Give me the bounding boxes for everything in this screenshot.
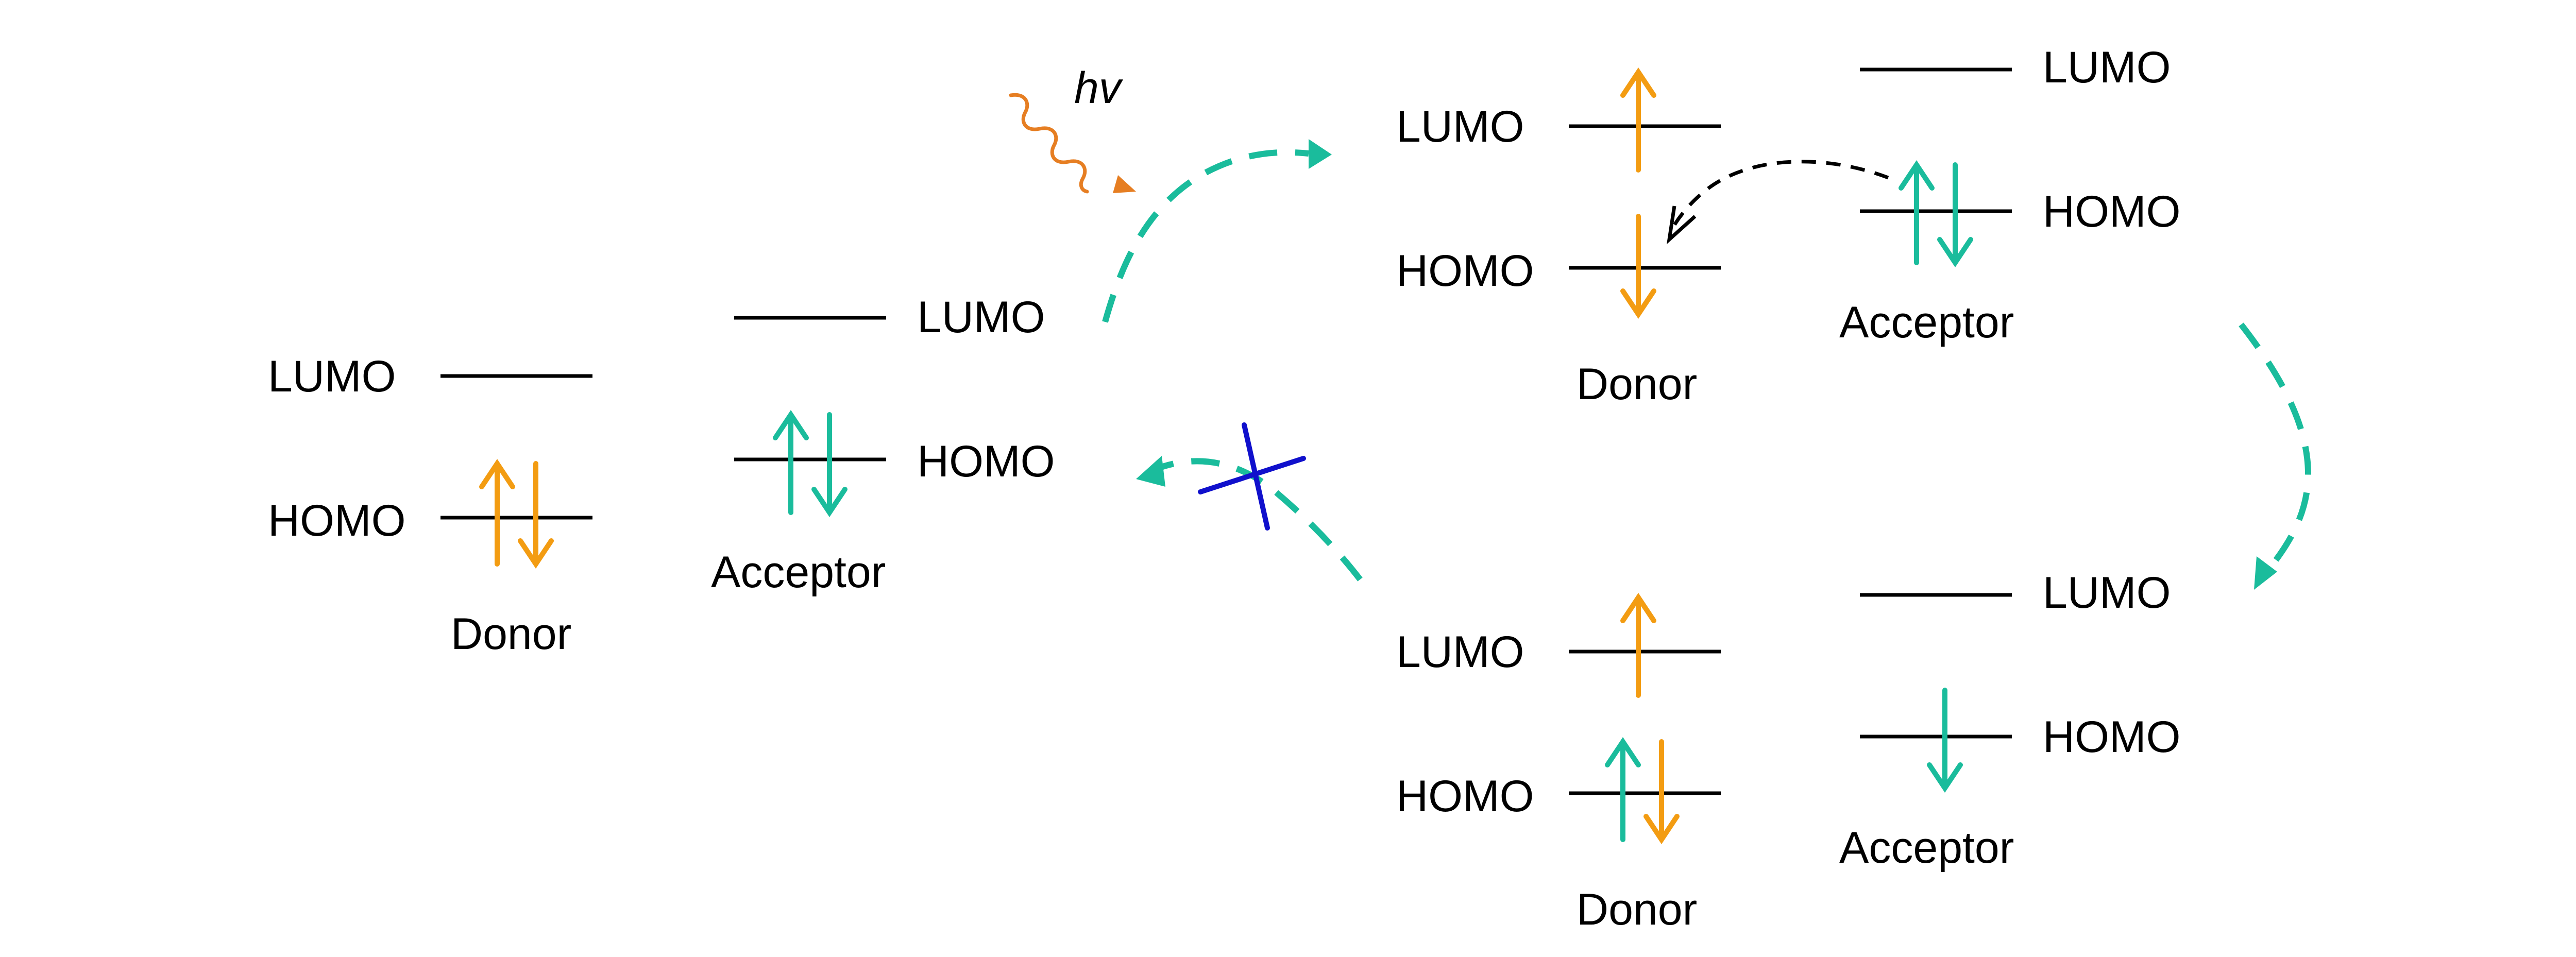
donor-homo-electron-pair bbox=[1605, 737, 1680, 845]
acceptor-homo-electron-pair bbox=[773, 409, 848, 518]
electron-down-arrowhead bbox=[1927, 762, 1963, 793]
electron-down-arrowhead bbox=[811, 487, 848, 518]
hole-transfer-arrow bbox=[1670, 160, 1889, 230]
acceptor-homo-label: HOMO bbox=[2043, 187, 2181, 236]
electron-up-arrowhead bbox=[1620, 67, 1656, 98]
photon-arrowhead bbox=[1113, 175, 1136, 193]
excitation-arrow bbox=[1102, 149, 1309, 323]
charge-separation-arrowhead bbox=[2254, 556, 2277, 590]
hole-transfer-arrowhead bbox=[1667, 206, 1697, 245]
donor-final: LUMO HOMO Donor bbox=[1396, 592, 1721, 934]
donor-homo-electron-pair bbox=[479, 458, 554, 569]
donor-homo-label: HOMO bbox=[1396, 246, 1534, 296]
blocked-cross-icon bbox=[1198, 422, 1306, 531]
electron-up-arrowhead bbox=[1620, 592, 1656, 623]
panel-charge-separated: LUMO HOMO Donor LUMO bbox=[1396, 568, 2181, 934]
donor-homo-label: HOMO bbox=[268, 496, 406, 545]
donor-lumo-label: LUMO bbox=[268, 352, 396, 401]
photon-wave bbox=[1009, 93, 1089, 194]
acceptor-label: Acceptor bbox=[1839, 298, 2014, 347]
electron-down-arrowhead bbox=[1937, 237, 1973, 268]
acceptor-lumo-label: LUMO bbox=[917, 293, 1045, 342]
back-transfer-arrowhead bbox=[1136, 456, 1165, 487]
electron-down-arrowhead bbox=[1620, 288, 1656, 319]
electron-up-arrowhead bbox=[479, 458, 515, 489]
electron-down-arrowhead bbox=[518, 538, 554, 569]
acceptor-label: Acceptor bbox=[1839, 823, 2014, 873]
acceptor-before-transfer: LUMO HOMO Acceptor bbox=[1839, 43, 2181, 347]
donor-homo-label: HOMO bbox=[1396, 772, 1534, 821]
electron-down-arrowhead bbox=[1643, 814, 1680, 845]
donor-label: Donor bbox=[1577, 885, 1697, 934]
electron-up-arrowhead bbox=[773, 409, 809, 440]
acceptor-final: LUMO HOMO Acceptor bbox=[1839, 568, 2181, 873]
panel-ground-state: LUMO HOMO Donor LUMO HOMO Accep bbox=[268, 293, 1055, 659]
acceptor-homo-label: HOMO bbox=[917, 437, 1055, 486]
back-transfer-arrow bbox=[1153, 458, 1363, 582]
acceptor-homo-electron-pair bbox=[1899, 160, 1973, 268]
electron-up-arrowhead bbox=[1899, 160, 1935, 191]
donor-lumo-label: LUMO bbox=[1396, 627, 1524, 677]
donor-lumo-electron bbox=[1620, 67, 1656, 173]
acceptor-lumo-label: LUMO bbox=[2043, 43, 2171, 92]
acceptor-homo-electron bbox=[1927, 688, 1963, 793]
donor-excited: LUMO HOMO Donor bbox=[1396, 67, 1721, 409]
electron-up-arrowhead bbox=[1605, 737, 1641, 767]
panel-excited-donor: LUMO HOMO Donor LUMO HOMO bbox=[1396, 43, 2181, 409]
donor-label: Donor bbox=[451, 609, 571, 659]
donor-label: Donor bbox=[1577, 360, 1697, 409]
donor-ground: LUMO HOMO Donor bbox=[268, 352, 592, 659]
donor-lumo-electron bbox=[1620, 592, 1656, 698]
donor-lumo-label: LUMO bbox=[1396, 102, 1524, 151]
acceptor-lumo-label: LUMO bbox=[2043, 568, 2171, 618]
donor-homo-electron bbox=[1620, 214, 1656, 319]
charge-separation-arrow bbox=[2239, 322, 2312, 574]
acceptor-label: Acceptor bbox=[711, 548, 886, 597]
photon-icon: hv bbox=[1009, 63, 1136, 194]
photon-label: hv bbox=[1074, 63, 1124, 113]
acceptor-homo-label: HOMO bbox=[2043, 712, 2181, 762]
excitation-arrowhead bbox=[1309, 139, 1332, 169]
acceptor-ground: LUMO HOMO Acceptor bbox=[711, 293, 1055, 597]
